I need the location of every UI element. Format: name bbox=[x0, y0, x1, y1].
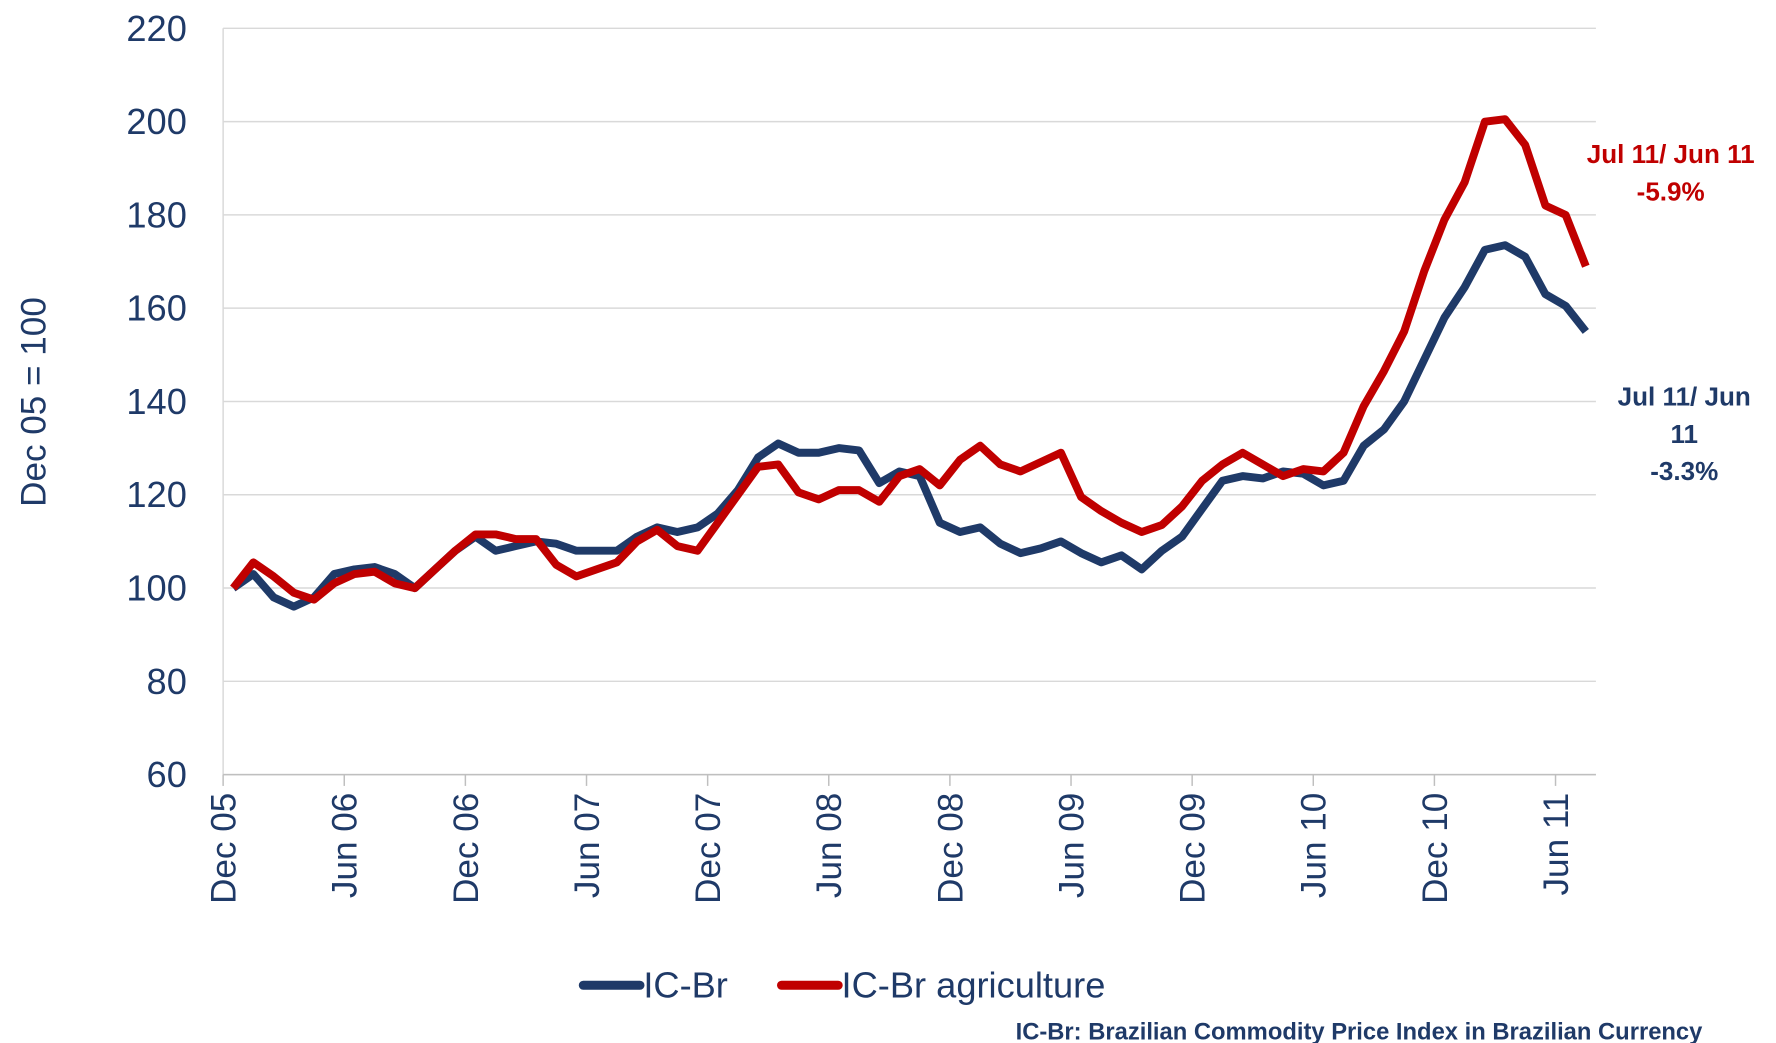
x-tick-label: Jun 10 bbox=[1295, 793, 1334, 898]
series-line bbox=[230, 241, 1589, 611]
x-tick-label: Jun 06 bbox=[326, 793, 365, 898]
annotation: -3.3% bbox=[1650, 456, 1718, 486]
x-tick-label: Dec 09 bbox=[1174, 793, 1213, 904]
y-tick-label: 160 bbox=[126, 288, 186, 329]
x-tick-label: Dec 05 bbox=[205, 793, 244, 904]
legend-label: IC-Br bbox=[643, 965, 728, 1006]
x-tick-label: Dec 07 bbox=[689, 793, 728, 904]
y-tick-label: 140 bbox=[126, 381, 186, 422]
series-line bbox=[230, 115, 1590, 604]
y-axis-label: Dec 05 = 100 bbox=[14, 297, 53, 507]
x-tick-label: Jun 11 bbox=[1537, 793, 1576, 896]
annotation: 11 bbox=[1670, 419, 1698, 449]
x-tick-label: Jun 08 bbox=[810, 793, 849, 898]
annotation: -5.9% bbox=[1637, 176, 1705, 206]
y-tick-label: 200 bbox=[126, 101, 186, 142]
y-tick-label: 60 bbox=[147, 754, 187, 795]
y-tick-label: 100 bbox=[126, 567, 186, 608]
annotation: Jul 11/ Jun bbox=[1618, 381, 1751, 411]
x-tick-label: Jun 07 bbox=[568, 793, 607, 898]
x-tick-label: Dec 08 bbox=[931, 793, 970, 904]
y-tick-label: 220 bbox=[126, 8, 186, 49]
y-tick-label: 120 bbox=[126, 474, 186, 515]
y-tick-label: 80 bbox=[147, 661, 187, 702]
annotation: Jul 11/ Jun 11 bbox=[1587, 139, 1755, 169]
x-tick-label: Jun 09 bbox=[1052, 793, 1091, 898]
y-tick-label: 180 bbox=[126, 194, 186, 235]
footnote: IC-Br: Brazilian Commodity Price Index i… bbox=[1016, 1019, 1704, 1043]
x-tick-label: Dec 06 bbox=[447, 793, 486, 904]
legend-label: IC-Br agriculture bbox=[842, 965, 1106, 1006]
x-tick-label: Dec 10 bbox=[1416, 793, 1455, 904]
